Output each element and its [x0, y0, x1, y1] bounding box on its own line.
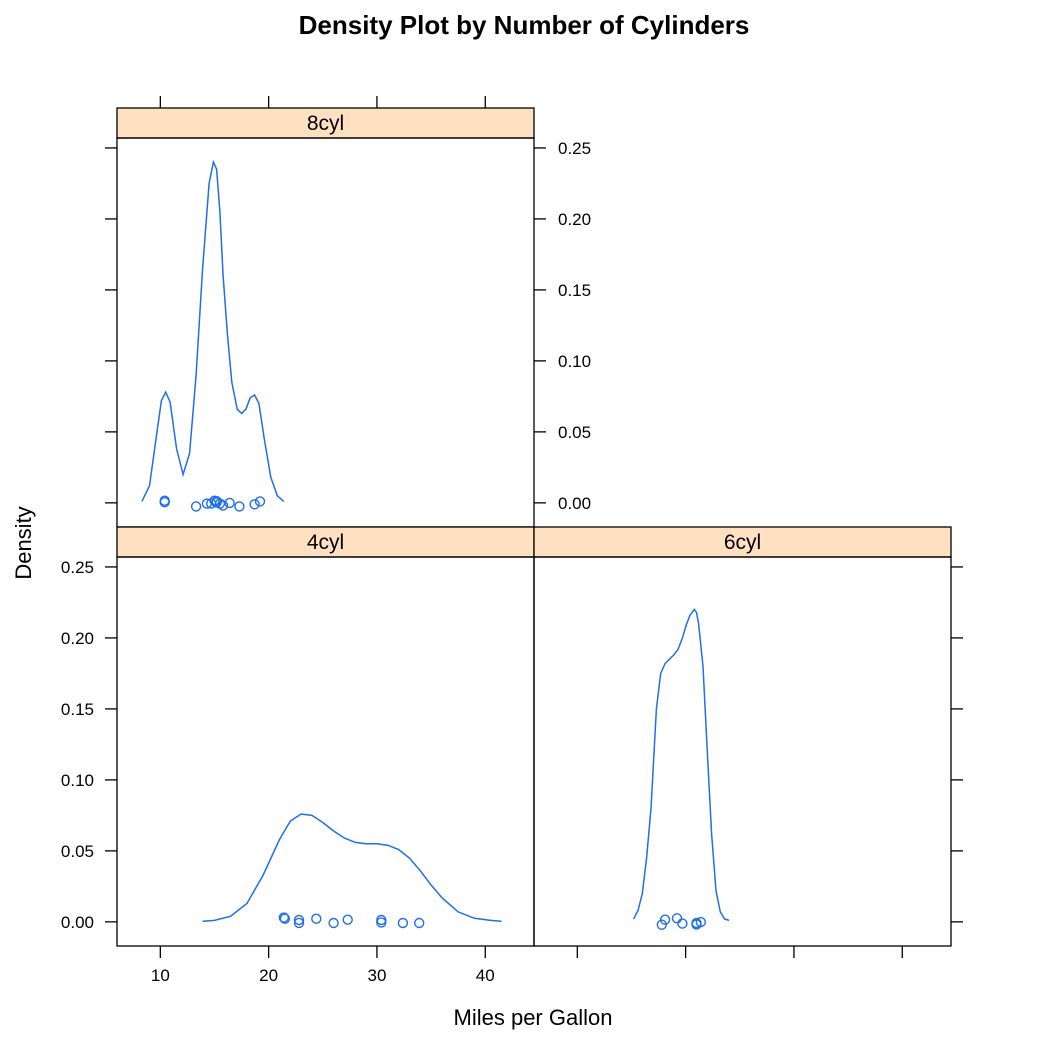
y-axis-label: Density	[11, 506, 36, 579]
y-tick-label: 0.20	[558, 210, 591, 229]
data-point-4cyl	[342, 914, 353, 925]
x-tick-label: 20	[259, 966, 278, 985]
y-tick-label: 0.25	[61, 558, 94, 577]
panels-group: 8cyl 4cyl 6cyl 10 20 30 40 0.00 0.00 0.05 0.05 0.10…	[61, 96, 963, 985]
y-tick-label: 0.25	[558, 139, 591, 158]
strip-6cyl	[533, 526, 952, 558]
data-point-6cyl	[677, 918, 688, 929]
x-tick-label: 10	[151, 966, 170, 985]
density-curve-4cyl	[202, 813, 502, 922]
y-tick-label: 0.00	[61, 913, 94, 932]
panel-frame-8cyl	[116, 137, 535, 528]
y-tick-label: 0.20	[61, 629, 94, 648]
data-point-8cyl	[224, 497, 235, 509]
strip-label-8cyl: 8cyl	[307, 112, 344, 135]
data-point-6cyl	[659, 914, 671, 925]
data-point-8cyl	[249, 499, 260, 510]
chart-title: Density Plot by Number of Cylinders	[299, 10, 750, 40]
y-tick-label: 0.00	[558, 494, 591, 513]
data-point-4cyl	[414, 917, 425, 929]
strip-label-4cyl: 4cyl	[307, 531, 344, 554]
data-point-8cyl	[217, 500, 229, 511]
data-point-8cyl	[234, 501, 245, 512]
x-axis-label: Miles per Gallon	[454, 1005, 613, 1030]
data-point-8cyl	[159, 497, 170, 508]
y-tick-label: 0.10	[558, 352, 591, 371]
y-tick-label: 0.05	[558, 423, 591, 442]
x-tick-label: 40	[476, 966, 495, 985]
data-point-4cyl	[328, 917, 339, 929]
y-tick-label: 0.15	[61, 700, 94, 719]
density-curve-6cyl	[632, 608, 730, 922]
data-point-6cyl	[691, 917, 702, 929]
data-point-4cyl	[293, 917, 305, 929]
data-point-4cyl	[397, 917, 409, 929]
density-curve-8cyl	[141, 159, 285, 502]
data-point-4cyl	[279, 913, 291, 924]
data-point-4cyl	[311, 913, 322, 924]
data-point-6cyl	[695, 916, 706, 928]
axes: 10 20 30 40 0.00 0.00 0.05 0.05 0.10 0.10 0.15 0.15…	[61, 96, 963, 985]
data-point-6cyl	[671, 913, 683, 924]
strip-8cyl	[116, 107, 535, 139]
data-point-4cyl	[376, 917, 387, 928]
data-point-4cyl	[293, 914, 305, 926]
panel-8cyl: 8cyl	[116, 107, 535, 528]
panel-4cyl: 4cyl	[116, 526, 535, 947]
data-point-8cyl	[254, 496, 266, 507]
panel-frame-6cyl	[533, 556, 952, 947]
y-tick-label: 0.15	[558, 281, 591, 300]
panel-6cyl: 6cyl	[533, 526, 952, 947]
x-tick-label: 30	[367, 966, 386, 985]
data-point-8cyl	[190, 501, 202, 512]
strip-label-6cyl: 6cyl	[724, 531, 761, 554]
y-tick-label: 0.10	[61, 771, 94, 790]
data-point-4cyl	[278, 912, 289, 923]
y-tick-label: 0.05	[61, 842, 94, 861]
panel-frame-4cyl	[116, 556, 535, 947]
